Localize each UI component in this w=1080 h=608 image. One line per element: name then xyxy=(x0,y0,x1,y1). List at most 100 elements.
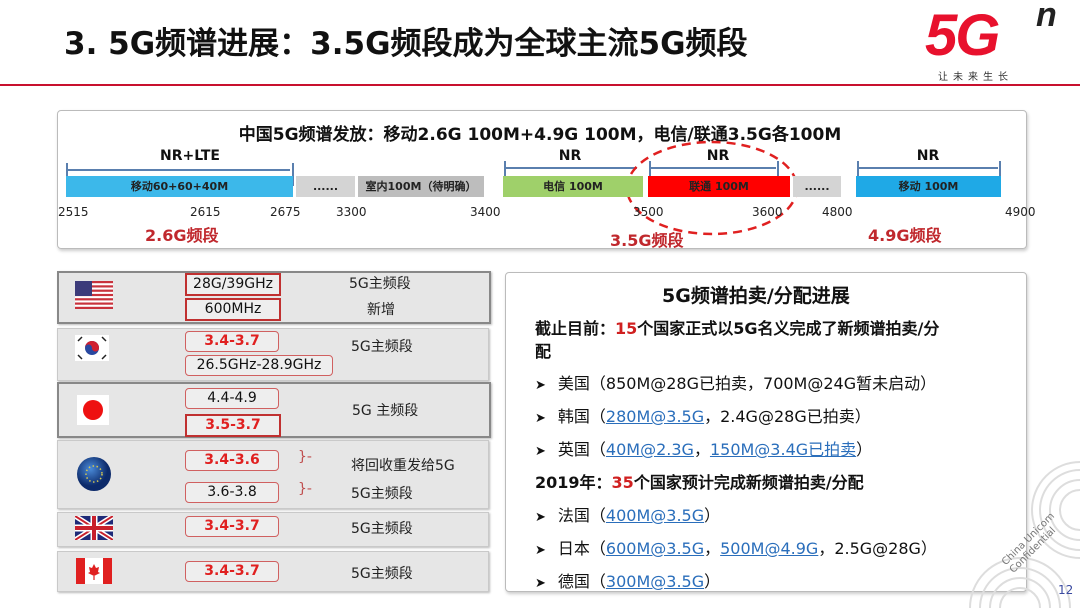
label-nr: NR xyxy=(916,148,940,164)
tick: 3500 xyxy=(633,205,664,219)
list-item-korea: ➤ 韩国（280M@3.5G，2.4G@28G已拍卖） xyxy=(535,403,871,427)
heading-text: 个国家预计完成新频谱拍卖/分配 xyxy=(633,473,864,492)
page-number: 12 xyxy=(1058,583,1074,597)
auction-heading-2019: 2019年：35个国家预计完成新频谱拍卖/分配 xyxy=(535,469,864,493)
list-item-uk: ➤ 英国（40M@2.3G，150M@3.4G已拍卖） xyxy=(535,436,872,460)
segment-gap: ...... xyxy=(296,176,355,197)
bullet-arrow-icon: ➤ xyxy=(535,444,546,459)
item-text: 英国（ xyxy=(557,440,606,459)
item-text: ， xyxy=(693,440,710,459)
band-box: 3.5-3.7 xyxy=(185,414,281,437)
label-nr: NR xyxy=(706,148,730,164)
band-note: 5G主频段 xyxy=(351,566,413,582)
auction-heading-current: 截止目前：15个国家正式以5G名义完成了新频谱拍卖/分 xyxy=(535,315,939,339)
segment-mobile-4.9g: 移动 100M xyxy=(856,176,1001,197)
item-link[interactable]: 400M@3.5G xyxy=(605,506,705,525)
watermark-arcs-icon xyxy=(969,461,1080,608)
item-text: ， xyxy=(704,539,721,558)
list-item-us: ➤ 美国（850M@28G已拍卖，700M@24G暂未启动） xyxy=(535,370,936,394)
item-link[interactable]: 300M@3.5G xyxy=(605,572,705,591)
tick: 2515 xyxy=(58,205,89,219)
band-note: 5G 主频段 xyxy=(352,403,419,419)
country-count: 35 xyxy=(611,473,634,492)
bullet-arrow-icon: ➤ xyxy=(535,543,546,558)
spectrum-title: 中国5G频谱发放：移动2.6G 100M+4.9G 100M，电信/联通3.5G… xyxy=(238,125,842,145)
tick: 3600 xyxy=(752,205,783,219)
slide-title: 3. 5G频谱进展：3.5G频段成为全球主流5G频段 xyxy=(64,26,748,62)
logo-5g: 5G xyxy=(925,3,1000,68)
segment-unicom: 联通 100M xyxy=(648,176,790,197)
band-note: 新增 xyxy=(367,302,395,318)
auction-panel xyxy=(505,272,1027,592)
bullet-arrow-icon: ➤ xyxy=(535,411,546,426)
band-box: 3.4-3.7 xyxy=(185,561,279,582)
bullet-arrow-icon: ➤ xyxy=(535,576,546,591)
country-count: 15 xyxy=(615,319,638,338)
item-text: ） xyxy=(856,440,873,459)
band-box: 28G/39GHz xyxy=(185,273,281,296)
band-label-3.5g: 3.5G频段 xyxy=(610,231,684,250)
bullet-arrow-icon: ➤ xyxy=(535,510,546,525)
segment-gap: ...... xyxy=(793,176,841,197)
band-note: 5G主频段 xyxy=(351,339,413,355)
label-nr: NR xyxy=(558,148,582,164)
bracket-icon: }- xyxy=(298,449,312,465)
tick: 4900 xyxy=(1005,205,1036,219)
item-text: 美国（850M@28G已拍卖，700M@24G暂未启动） xyxy=(557,374,937,393)
tick: 2675 xyxy=(270,205,301,219)
tick: 3300 xyxy=(336,205,367,219)
logo-superscript: n xyxy=(1036,0,1057,34)
item-text: 韩国（ xyxy=(557,407,606,426)
label-nr-lte: NR+LTE xyxy=(160,148,220,164)
korea-flag-icon xyxy=(75,335,109,361)
item-text: ，2.4G@28G已拍卖） xyxy=(704,407,871,426)
item-text: 法国（ xyxy=(557,506,606,525)
item-text: ） xyxy=(704,506,721,525)
spectrum-panel xyxy=(57,110,1027,249)
tick: 3400 xyxy=(470,205,501,219)
item-link[interactable]: 40M@2.3G xyxy=(605,440,694,459)
item-link[interactable]: 500M@4.9G xyxy=(720,539,819,558)
tick: 2615 xyxy=(190,205,221,219)
bullet-arrow-icon: ➤ xyxy=(535,378,546,393)
item-text: ，2.5G@28G） xyxy=(818,539,937,558)
spectrum-arrows xyxy=(66,140,1001,236)
item-link[interactable]: 600M@3.5G xyxy=(605,539,705,558)
heading-text: 个国家正式以5G名义完成了新频谱拍卖/分 xyxy=(637,319,940,338)
heading-prefix: 截止目前： xyxy=(535,319,616,338)
uk-flag-icon xyxy=(75,516,113,540)
band-note: 5G主频段 xyxy=(351,486,413,502)
band-box: 3.4-3.6 xyxy=(185,450,279,471)
item-link[interactable]: 150M@3.4G已拍卖 xyxy=(709,440,857,459)
canada-flag-icon xyxy=(76,558,112,584)
tick: 4800 xyxy=(822,205,853,219)
eu-flag-icon xyxy=(77,457,111,491)
band-label-2.6g: 2.6G频段 xyxy=(145,226,219,245)
bracket-icon: }- xyxy=(298,481,312,497)
band-box: 26.5GHz-28.9GHz xyxy=(185,355,333,376)
japan-flag-icon xyxy=(77,395,109,425)
band-box: 3.4-3.7 xyxy=(185,331,279,352)
list-item-germany: ➤ 德国（300M@3.5G） xyxy=(535,568,720,592)
item-text: 日本（ xyxy=(557,539,606,558)
auction-title: 5G频谱拍卖/分配进展 xyxy=(662,285,850,307)
segment-telecom: 电信 100M xyxy=(503,176,643,197)
band-box: 600MHz xyxy=(185,298,281,321)
band-label-4.9g: 4.9G频段 xyxy=(868,226,942,245)
list-item-japan: ➤ 日本（600M@3.5G，500M@4.9G，2.5G@28G） xyxy=(535,535,937,559)
segment-indoor: 室内100M（待明确） xyxy=(358,176,484,197)
heading-wrap: 配 xyxy=(535,342,552,361)
segment-mobile-2.6g: 移动60+60+40M xyxy=(66,176,293,197)
band-note: 5G主频段 xyxy=(351,521,413,537)
heading-prefix: 2019年： xyxy=(535,473,612,492)
band-box: 3.4-3.7 xyxy=(185,516,279,537)
band-box: 3.6-3.8 xyxy=(185,482,279,503)
band-box: 4.4-4.9 xyxy=(185,388,279,409)
item-link[interactable]: 280M@3.5G xyxy=(605,407,705,426)
us-flag-icon xyxy=(75,281,113,309)
item-text: ） xyxy=(704,572,721,591)
band-note: 5G主频段 xyxy=(349,276,411,292)
band-note: 将回收重发给5G xyxy=(351,458,455,474)
title-divider xyxy=(0,84,1080,86)
